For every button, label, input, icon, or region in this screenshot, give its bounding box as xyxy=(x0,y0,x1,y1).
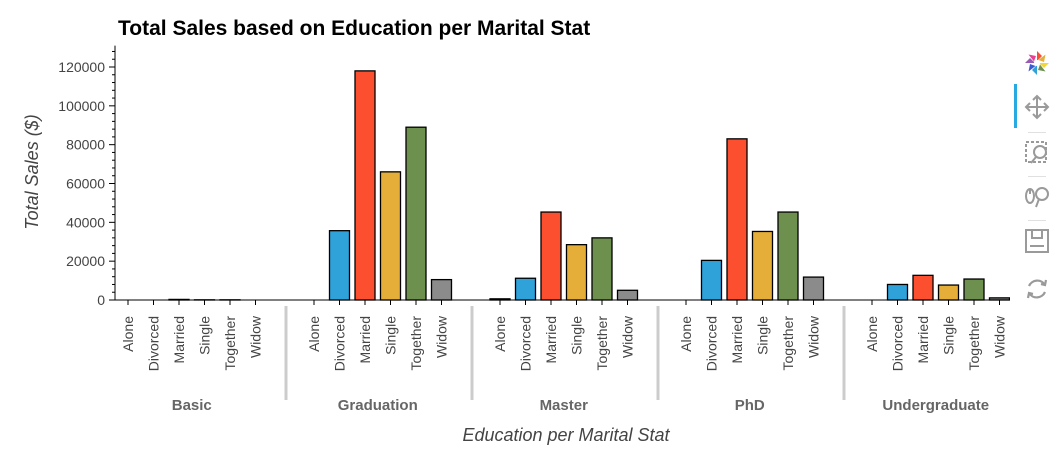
bar-master-married[interactable] xyxy=(540,211,562,301)
toolbar-divider xyxy=(1028,132,1046,133)
x-category-label: Single xyxy=(383,316,399,355)
x-category-label: Alone xyxy=(120,316,136,352)
reset-icon[interactable] xyxy=(1022,274,1052,304)
x-category-label: Alone xyxy=(678,316,694,352)
chart-title: Total Sales based on Education per Marit… xyxy=(118,17,590,40)
x-category-label: Alone xyxy=(306,316,322,352)
bar-graduation-married[interactable] xyxy=(354,70,376,301)
x-category-label: Married xyxy=(915,316,931,363)
chart-toolbar xyxy=(1014,44,1060,314)
bar-undergraduate-married[interactable] xyxy=(912,274,934,301)
x-category-label: Together xyxy=(594,316,610,371)
bar-phd-married[interactable] xyxy=(726,138,748,301)
pan-icon[interactable] xyxy=(1022,92,1052,122)
x-group-label: Basic xyxy=(172,397,212,414)
bar-master-single[interactable] xyxy=(565,244,588,301)
bar-phd-divorced[interactable] xyxy=(700,259,723,301)
x-category-label: Divorced xyxy=(332,316,348,371)
x-category-label: Alone xyxy=(864,316,880,352)
bokeh-logo-icon[interactable] xyxy=(1022,48,1052,78)
x-axis-label: Education per Marital Stat xyxy=(462,425,670,445)
x-category-label: Single xyxy=(197,316,213,355)
x-category-label: Divorced xyxy=(704,316,720,371)
x-category-label: Widow xyxy=(248,315,264,358)
x-group-label: PhD xyxy=(735,397,765,414)
bar-phd-together[interactable] xyxy=(777,211,799,301)
bar-master-divorced[interactable] xyxy=(514,277,537,301)
y-axis: 0 20000 40000 60000 80000 100000 120000 xyxy=(58,45,116,308)
x-category-label: Together xyxy=(408,316,424,371)
y-tick-label: 20000 xyxy=(66,253,105,269)
bar-master-together[interactable] xyxy=(591,237,613,301)
toolbar-divider xyxy=(1028,220,1046,221)
toolbar-divider xyxy=(1028,176,1046,177)
x-group-label: Undergraduate xyxy=(882,397,989,414)
x-category-label: Alone xyxy=(492,316,508,352)
x-category-label: Married xyxy=(171,316,187,363)
wheel-zoom-icon[interactable] xyxy=(1022,182,1052,212)
x-category-label: Together xyxy=(222,316,238,371)
x-category-label: Single xyxy=(941,316,957,355)
x-category-label: Divorced xyxy=(146,316,162,371)
y-tick-label: 60000 xyxy=(66,176,105,192)
y-axis-label: Total Sales ($) xyxy=(22,114,42,229)
x-category-label: Single xyxy=(755,316,771,355)
x-category-label: Married xyxy=(543,316,559,363)
active-tool-indicator xyxy=(1014,84,1017,128)
bar-undergraduate-divorced[interactable] xyxy=(886,283,909,301)
bar-phd-single[interactable] xyxy=(751,230,774,301)
x-category-label: Single xyxy=(569,316,585,355)
x-category-label: Together xyxy=(780,316,796,371)
y-tick-label: 80000 xyxy=(66,137,105,153)
bar-graduation-single[interactable] xyxy=(379,171,402,301)
x-category-label: Together xyxy=(966,316,982,371)
x-category-label: Married xyxy=(729,316,745,363)
x-category-label: Divorced xyxy=(890,316,906,371)
x-group-label: Graduation xyxy=(338,397,418,414)
x-category-label: Widow xyxy=(806,315,822,358)
chart: Total Sales based on Education per Marit… xyxy=(22,17,1010,445)
bar-graduation-divorced[interactable] xyxy=(328,230,351,301)
y-tick-label: 100000 xyxy=(58,98,105,114)
box-zoom-icon[interactable] xyxy=(1022,138,1052,168)
y-tick-label: 40000 xyxy=(66,214,105,230)
bar-graduation-together[interactable] xyxy=(405,126,427,301)
y-tick-label: 0 xyxy=(97,292,105,308)
bar-undergraduate-single[interactable] xyxy=(937,284,960,301)
x-category-label: Married xyxy=(357,316,373,363)
bar-phd-widow[interactable] xyxy=(802,276,825,301)
x-category-label: Divorced xyxy=(518,316,534,371)
x-group-label: Master xyxy=(540,397,589,414)
bar-master-widow[interactable] xyxy=(616,289,639,301)
bar-graduation-widow[interactable] xyxy=(430,278,453,301)
bar-undergraduate-together[interactable] xyxy=(963,278,985,301)
save-icon[interactable] xyxy=(1022,226,1052,256)
x-category-label: Widow xyxy=(992,315,1008,358)
x-category-label: Widow xyxy=(620,315,636,358)
x-category-label: Widow xyxy=(434,315,450,358)
plot-area[interactable] xyxy=(168,70,1010,301)
x-axis: Alone Divorced Married Single Together Widow B… xyxy=(115,299,1008,414)
y-tick-label: 120000 xyxy=(58,59,105,75)
